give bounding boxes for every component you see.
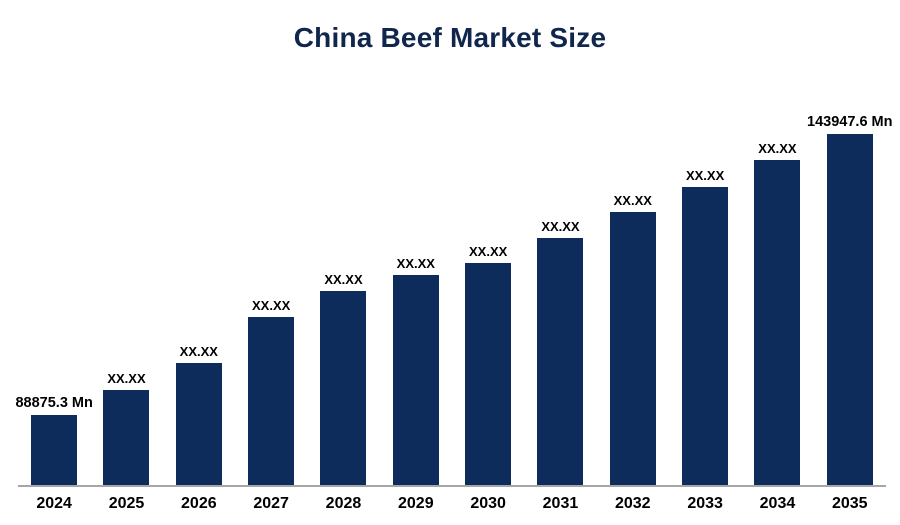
x-tick-label-2032: 2032	[614, 495, 651, 512]
bars-row: 88875.3 Mn XX.XX XX.XX XX.XX XX.XX XX.XX XX.XX…	[15, 78, 893, 487]
bar-group-2033: XX.XX	[669, 169, 741, 485]
x-tick-label-2029: 2029	[398, 495, 434, 512]
bar-2024	[31, 415, 78, 485]
x-tick-label-2035: 2035	[831, 495, 868, 512]
x-tick-label-2030: 2030	[470, 495, 506, 512]
bar-2032	[609, 212, 656, 485]
bar-group-2029: XX.XX	[380, 257, 452, 485]
bar-2025	[103, 390, 150, 485]
x-tick-label-2033: 2033	[687, 495, 723, 512]
bar-value-label-2031: XX.XX	[541, 219, 580, 234]
bar-group-2028: XX.XX	[307, 273, 379, 485]
bar-2033	[682, 187, 729, 485]
bar-group-2032: XX.XX	[597, 194, 669, 485]
bar-group-2026: XX.XX	[163, 345, 235, 485]
x-tick-label-2031: 2031	[542, 495, 579, 512]
bar-value-label-2030: XX.XX	[468, 244, 508, 259]
chart-title: China Beef Market Size	[293, 22, 607, 53]
x-tick-label-2025: 2025	[108, 495, 145, 512]
bar-2027	[248, 317, 295, 485]
bar-2034	[754, 160, 801, 485]
bar-2029	[392, 275, 439, 485]
bar-group-2030: XX.XX	[452, 245, 524, 485]
x-tick-label-2024: 2024	[36, 495, 72, 512]
bar-value-label-2024: 88875.3 Mn	[15, 394, 93, 411]
bar-value-label-2032: XX.XX	[613, 193, 652, 208]
bar-group-2025: XX.XX	[90, 372, 162, 485]
bar-2035	[826, 134, 873, 485]
bar-value-label-2026: XX.XX	[179, 344, 218, 359]
bar-group-2035: 143947.6 Mn	[807, 114, 893, 485]
x-tick-label-2034: 2034	[759, 495, 796, 512]
bar-value-label-2025: XX.XX	[107, 371, 146, 386]
bar-2030	[465, 263, 512, 485]
bar-2031	[537, 238, 584, 485]
bar-2028	[320, 291, 367, 485]
bar-value-label-2027: XX.XX	[252, 298, 291, 313]
x-axis-labels: 2024 2025 2026 2027 2028 2029 2030 2031 2032 2033…	[18, 487, 886, 513]
bar-value-label-2034: XX.XX	[758, 141, 797, 156]
bar-group-2027: XX.XX	[235, 299, 307, 485]
x-tick-label-2026: 2026	[181, 495, 217, 512]
bar-2026	[175, 363, 222, 485]
bar-value-label-2033: XX.XX	[685, 168, 725, 183]
bar-group-2031: XX.XX	[524, 220, 596, 485]
x-tick-label-2027: 2027	[253, 495, 289, 512]
bar-group-2034: XX.XX	[741, 142, 813, 485]
x-tick-label-2028: 2028	[325, 495, 362, 512]
plot-area: 88875.3 Mn XX.XX XX.XX XX.XX XX.XX XX.XX XX.XX…	[15, 78, 893, 513]
bar-group-2024: 88875.3 Mn	[15, 394, 93, 485]
bar-value-label-2028: XX.XX	[324, 272, 363, 287]
bar-value-label-2035: 143947.6 Mn	[807, 113, 893, 130]
bar-value-label-2029: XX.XX	[396, 256, 435, 271]
